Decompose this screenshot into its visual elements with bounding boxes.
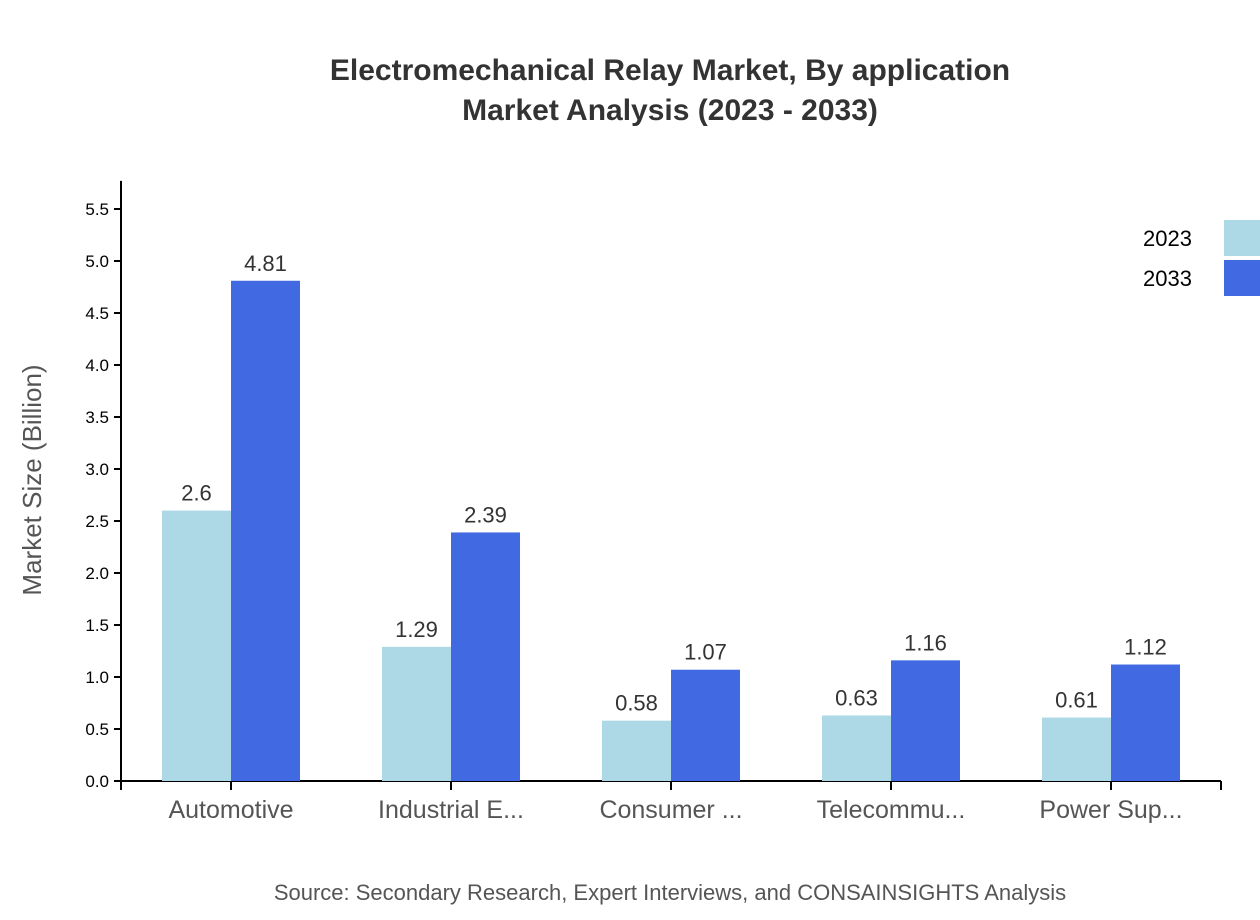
data-label: 2.39	[464, 502, 507, 527]
bar-2033	[671, 669, 740, 781]
data-label: 0.58	[615, 691, 658, 716]
legend-label: 2023	[1143, 226, 1192, 251]
data-label: 0.63	[835, 685, 878, 710]
chart-title: Electromechanical Relay Market, By appli…	[330, 54, 1010, 87]
y-tick-label: 2.5	[85, 512, 109, 531]
bar-2033	[451, 532, 520, 781]
x-tick-label: Industrial E...	[378, 796, 524, 824]
y-tick-label: 5.5	[85, 200, 109, 219]
x-tick-label: Automotive	[168, 796, 293, 824]
data-label: 4.81	[244, 251, 287, 276]
y-tick-label: 1.5	[85, 616, 109, 635]
x-tick-label: Power Sup...	[1039, 796, 1182, 824]
data-label: 1.16	[904, 630, 947, 655]
chart-subtitle: Market Analysis (2023 - 2033)	[462, 94, 878, 127]
source-note: Source: Secondary Research, Expert Inter…	[274, 880, 1066, 905]
bar-2033	[891, 660, 960, 781]
y-tick-label: 3.5	[85, 408, 109, 427]
data-label: 2.6	[181, 481, 212, 506]
x-tick-label: Consumer ...	[599, 796, 742, 824]
bar-2023	[602, 720, 671, 781]
y-tick-label: 1.0	[85, 668, 109, 687]
bar-2033	[231, 280, 300, 781]
legend-label: 2033	[1143, 266, 1192, 291]
y-tick-label: 5.0	[85, 252, 109, 271]
y-tick-label: 2.0	[85, 564, 109, 583]
bar-2023	[382, 646, 451, 781]
legend-swatch-2033	[1224, 260, 1260, 296]
bar-2023	[162, 510, 231, 781]
bar-2023	[1042, 717, 1111, 781]
y-tick-label: 3.0	[85, 460, 109, 479]
y-tick-label: 0.0	[85, 772, 109, 791]
x-tick-label: Telecommu...	[817, 796, 966, 824]
y-tick-label: 4.0	[85, 356, 109, 375]
bar-2023	[822, 715, 891, 781]
data-label: 1.29	[395, 617, 438, 642]
legend-swatch-2023	[1224, 220, 1260, 256]
data-label: 0.61	[1055, 688, 1098, 713]
y-tick-label: 4.5	[85, 304, 109, 323]
y-tick-label: 0.5	[85, 720, 109, 739]
bar-2033	[1111, 664, 1180, 781]
data-label: 1.07	[684, 640, 727, 665]
y-axis-label: Market Size (Billion)	[17, 364, 47, 595]
data-label: 1.12	[1124, 635, 1167, 660]
